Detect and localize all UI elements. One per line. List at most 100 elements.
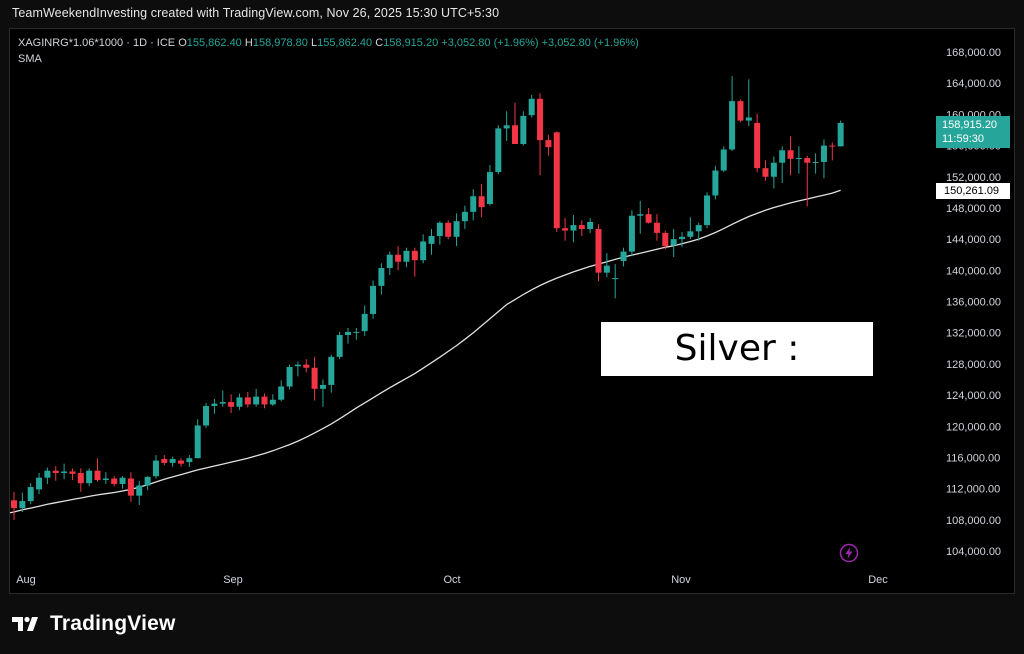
- candle: [236, 393, 243, 410]
- candle: [779, 146, 786, 183]
- candle: [420, 234, 427, 264]
- ohlc-legend: XAGINRG*1.06*1000 · 1D · ICE O155,862.40…: [18, 37, 639, 49]
- candle-body: [578, 225, 585, 229]
- y-tick-label: 140,000.00: [946, 265, 1001, 277]
- candle: [595, 224, 602, 282]
- candle-body: [662, 232, 669, 247]
- candle: [269, 394, 276, 406]
- candle: [395, 246, 402, 271]
- candle: [812, 153, 819, 174]
- candle-body: [679, 236, 685, 240]
- candle: [102, 472, 109, 484]
- close-value: 158,915.20: [383, 37, 439, 49]
- candle-body: [470, 196, 477, 212]
- candle: [662, 230, 669, 250]
- candle-body: [729, 101, 736, 150]
- lightning-icon[interactable]: [839, 543, 859, 563]
- candle-body: [461, 211, 468, 222]
- x-tick-label: Nov: [671, 574, 691, 586]
- tradingview-logo[interactable]: TradingView: [12, 612, 176, 636]
- candle-body: [27, 487, 34, 502]
- candle-body: [77, 473, 84, 484]
- candle: [11, 491, 17, 520]
- candle-body: [278, 386, 285, 400]
- candle-body: [612, 278, 619, 280]
- candle: [612, 264, 619, 299]
- candle: [645, 207, 652, 224]
- candle-body: [545, 140, 552, 148]
- candle: [587, 218, 594, 233]
- candle-body: [370, 285, 377, 314]
- candle-body: [311, 367, 318, 389]
- candle-body: [253, 396, 260, 405]
- candle: [86, 468, 93, 487]
- candle: [503, 111, 510, 141]
- y-tick-label: 112,000.00: [946, 484, 1000, 496]
- candle: [211, 398, 218, 414]
- candle: [294, 361, 301, 377]
- y-tick-label: 152,000.00: [946, 172, 1001, 184]
- bar-countdown: 11:59:30: [942, 133, 985, 145]
- candle-body: [495, 128, 502, 173]
- candle-body: [169, 458, 176, 463]
- candle: [144, 476, 151, 491]
- x-tick-label: Aug: [16, 574, 36, 586]
- candle: [370, 280, 377, 319]
- symbol-label[interactable]: XAGINRG*1.06*1000 · 1D · ICE: [18, 37, 176, 49]
- candle-body: [403, 250, 410, 262]
- candle-body: [61, 471, 68, 474]
- chart-panel[interactable]: [9, 28, 1015, 594]
- candle: [428, 228, 435, 255]
- candle: [837, 120, 844, 147]
- candle: [169, 456, 176, 467]
- sma-indicator-label[interactable]: SMA: [18, 53, 42, 65]
- candle: [720, 146, 727, 173]
- candle: [311, 356, 318, 401]
- candle: [712, 165, 719, 200]
- candle: [319, 379, 326, 407]
- candle-body: [219, 402, 226, 404]
- y-tick-label: 120,000.00: [946, 421, 1001, 433]
- candle-body: [687, 231, 694, 237]
- candle-body: [512, 125, 518, 145]
- candle-body: [787, 150, 794, 159]
- candle-body: [595, 228, 602, 273]
- candle-body: [720, 149, 727, 171]
- candle: [754, 113, 761, 173]
- candle-body: [353, 331, 360, 333]
- candle-body: [478, 196, 485, 208]
- candle: [737, 99, 744, 123]
- candle-body: [345, 331, 351, 336]
- candle: [770, 156, 777, 189]
- candle: [219, 390, 226, 407]
- candle: [637, 200, 644, 234]
- candle: [804, 155, 811, 207]
- candle-body: [503, 125, 510, 129]
- candle: [620, 247, 627, 267]
- chart-header: TeamWeekendInvesting created with Tradin…: [12, 6, 500, 20]
- candle-body: [294, 364, 301, 367]
- last-price-tag: 158,915.20 11:59:30: [936, 116, 1010, 148]
- candle-body: [795, 158, 802, 160]
- candle: [512, 102, 518, 145]
- candle: [453, 213, 460, 247]
- candle-body: [745, 117, 752, 121]
- candle: [152, 455, 159, 479]
- candle: [795, 146, 802, 174]
- candle-body: [36, 477, 43, 490]
- change-value: +3,052.80 (+1.96%): [441, 37, 539, 49]
- candle: [470, 189, 477, 221]
- candle-body: [261, 396, 268, 405]
- candle-body: [411, 250, 418, 261]
- candle: [679, 232, 685, 247]
- candle: [36, 473, 43, 495]
- candle-body: [637, 214, 644, 216]
- candle-body: [161, 458, 168, 463]
- candle: [69, 468, 76, 481]
- silver-annotation: Silver : +1.96%: [601, 322, 873, 423]
- candle-body: [111, 478, 118, 484]
- candle-body: [44, 470, 51, 478]
- candle-body: [136, 485, 143, 496]
- candle: [303, 359, 310, 373]
